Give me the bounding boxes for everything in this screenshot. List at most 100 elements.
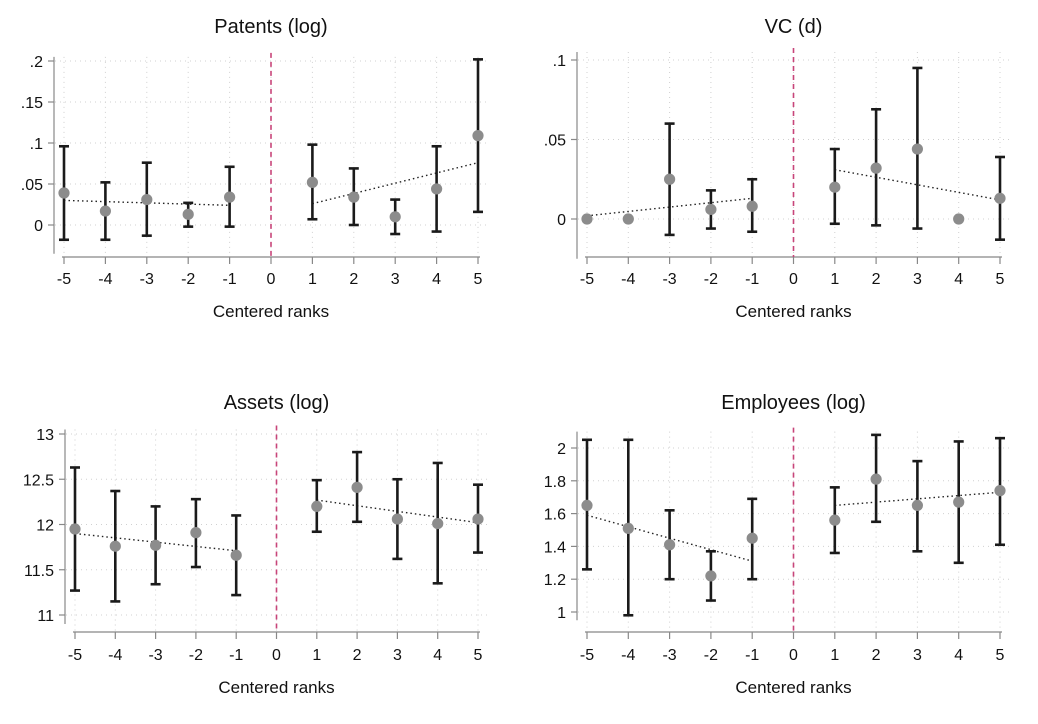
x-tick-label: 5 <box>474 271 483 288</box>
y-tick-label: .1 <box>30 136 43 153</box>
y-tick-label: .2 <box>30 54 43 71</box>
chart-panel: Patents (log) .2 .15 .1 .05 0 -5 -4 -3 -2 -1 0 1 2 3 4 5… <box>21 16 488 321</box>
data-point <box>69 523 81 535</box>
data-point <box>664 539 676 551</box>
x-tick-label: -2 <box>181 271 195 288</box>
x-tick-label: -3 <box>140 271 154 288</box>
y-tick-label: .05 <box>21 177 43 194</box>
y-tick-label: 13 <box>36 427 54 444</box>
data-point <box>150 539 162 551</box>
x-tick-label: -3 <box>662 271 676 288</box>
x-tick-label: -3 <box>662 647 676 664</box>
x-tick-label: -1 <box>222 271 236 288</box>
x-tick-label: -1 <box>745 271 759 288</box>
fit-line <box>834 169 1001 201</box>
x-tick-label: 2 <box>349 271 358 288</box>
y-tick-label: .15 <box>21 95 43 112</box>
x-tick-label: 4 <box>954 271 963 288</box>
y-tick-label: 11.5 <box>24 563 54 580</box>
data-point <box>746 532 758 544</box>
data-point <box>953 213 965 225</box>
y-tick-label: 0 <box>557 212 566 229</box>
x-tick-label: 1 <box>830 647 839 664</box>
data-point <box>391 513 403 525</box>
y-tick-label: 11 <box>37 608 54 625</box>
x-tick-label: 0 <box>789 647 798 664</box>
data-point <box>622 522 634 534</box>
x-tick-label: -2 <box>704 271 718 288</box>
chart-title: Assets (log) <box>224 392 330 414</box>
x-tick-label: 0 <box>267 271 276 288</box>
data-point <box>870 162 882 174</box>
data-point <box>472 130 484 142</box>
y-tick-label: 12 <box>36 518 54 535</box>
chart-panel: Employees (log) 2 1.8 1.6 1.4 1.2 1 -5 -4 -3 -2 -1 0… <box>544 392 1010 697</box>
data-point <box>389 211 401 223</box>
data-point <box>705 203 717 216</box>
data-point <box>182 208 194 220</box>
data-point <box>746 200 758 212</box>
data-point <box>705 570 717 582</box>
y-tick-label: 1.2 <box>544 572 566 589</box>
data-point <box>99 205 111 217</box>
x-tick-label: 0 <box>272 647 281 664</box>
x-tick-label: -4 <box>621 271 635 288</box>
data-point <box>581 499 593 511</box>
data-point <box>58 187 70 199</box>
data-point <box>348 191 360 203</box>
data-point <box>306 176 318 188</box>
x-tick-label: 4 <box>954 647 963 664</box>
x-tick-label: 1 <box>308 271 317 288</box>
y-tick-label: 2 <box>557 441 566 458</box>
data-point <box>870 473 882 485</box>
data-point <box>472 513 484 525</box>
x-tick-label: -2 <box>704 647 718 664</box>
fit-line <box>63 199 230 207</box>
x-axis-title: Centered ranks <box>735 302 851 321</box>
chart-title: Employees (log) <box>721 392 866 414</box>
chart-title: VC (d) <box>765 16 823 38</box>
data-point <box>432 517 444 530</box>
x-tick-label: -4 <box>108 647 122 664</box>
data-point <box>664 173 676 185</box>
x-tick-label: -5 <box>68 647 82 664</box>
x-tick-label: 2 <box>353 647 362 664</box>
data-point <box>230 549 242 561</box>
data-point <box>953 496 965 508</box>
x-tick-label: 4 <box>432 271 441 288</box>
x-tick-label: -5 <box>57 271 71 288</box>
x-tick-label: -1 <box>745 647 759 664</box>
chart-title: Patents (log) <box>214 16 327 38</box>
x-tick-label: 3 <box>913 647 922 664</box>
data-point <box>109 540 121 552</box>
x-tick-label: -4 <box>98 271 112 288</box>
y-tick-label: 12.5 <box>23 472 54 489</box>
data-point <box>351 481 363 493</box>
data-point <box>581 213 593 225</box>
x-tick-label: 5 <box>996 647 1005 664</box>
x-tick-label: 3 <box>913 271 922 288</box>
y-tick-label: 1.8 <box>544 474 566 491</box>
x-tick-label: -3 <box>148 647 162 664</box>
data-point <box>911 143 924 155</box>
y-tick-label: .05 <box>544 133 566 150</box>
fit-line <box>312 162 479 205</box>
x-axis-title: Centered ranks <box>213 302 329 321</box>
x-tick-label: 2 <box>872 647 881 664</box>
y-tick-label: 1.6 <box>544 507 566 524</box>
x-tick-label: -5 <box>580 647 594 664</box>
y-tick-label: .1 <box>553 53 566 70</box>
x-tick-label: 4 <box>433 647 442 664</box>
x-tick-label: 3 <box>393 647 402 664</box>
data-point <box>224 191 236 203</box>
data-point <box>431 183 443 195</box>
x-tick-label: 3 <box>391 271 400 288</box>
x-tick-label: 0 <box>789 271 798 288</box>
x-axis-title: Centered ranks <box>218 678 334 697</box>
x-tick-label: 2 <box>872 271 881 288</box>
fit-line <box>834 491 1001 507</box>
data-point <box>911 499 924 511</box>
x-tick-label: 1 <box>312 647 321 664</box>
